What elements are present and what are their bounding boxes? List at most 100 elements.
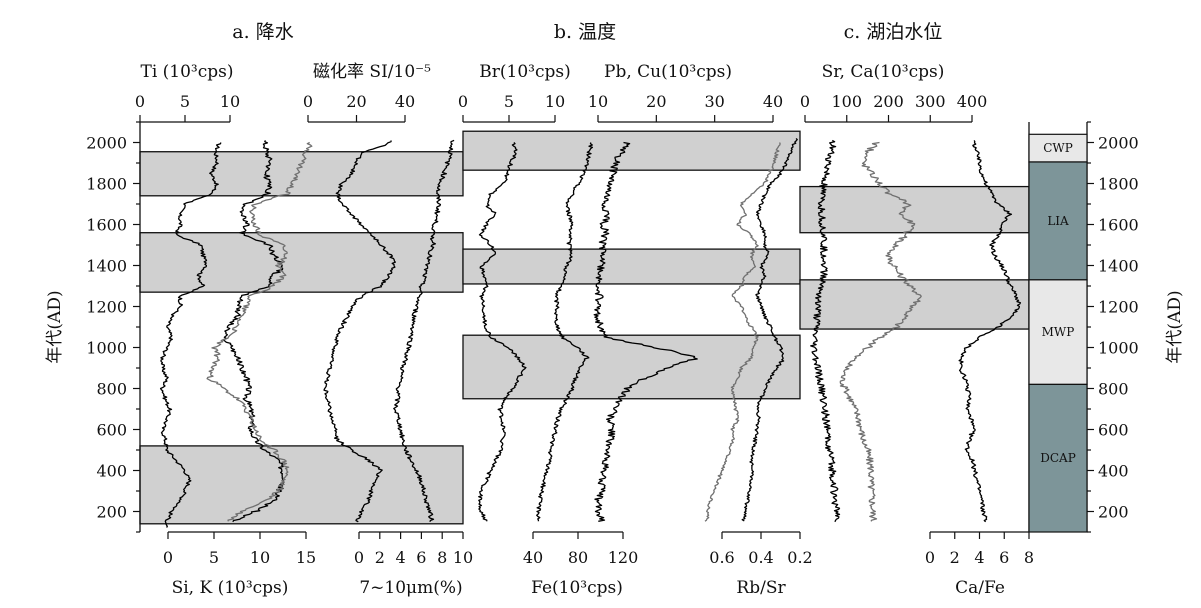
bottom-tick-label-sik: 10 bbox=[250, 548, 270, 567]
shaded-intervals bbox=[139, 130, 1030, 525]
y-tick-label-right: 1000 bbox=[1098, 339, 1139, 358]
period-block-cwp bbox=[1028, 133, 1088, 163]
y-tick-label-left: 800 bbox=[96, 380, 127, 399]
y-tick-label-left: 2000 bbox=[86, 134, 127, 153]
series-line-srca bbox=[839, 141, 922, 522]
top-tick-label-br: 0 bbox=[458, 92, 468, 111]
series-line-br bbox=[478, 142, 527, 522]
top-tick-label-pbcu: 20 bbox=[646, 92, 666, 111]
bottom-tick-label-cafe: 8 bbox=[1024, 548, 1034, 567]
top-tick-label-srca: 400 bbox=[957, 92, 988, 111]
top-axis-title-br: Br(10³cps) bbox=[479, 62, 570, 82]
y-tick-label-left: 1800 bbox=[86, 175, 127, 194]
series-line-ti bbox=[159, 142, 222, 528]
bottom-axis-title-sik: Si, K (10³cps) bbox=[172, 578, 289, 598]
top-tick-label-pbcu: 30 bbox=[704, 92, 724, 111]
bottom-axis-title-grain: 7~10μm(%) bbox=[359, 578, 462, 598]
bottom-tick-label-grain: 4 bbox=[396, 548, 406, 567]
labels: 年代(AD) 年代(AD) Ti (10³cps) 磁化率 SI/10⁻⁵ Br(10³… bbox=[45, 21, 1185, 598]
y-tick-label-right: 1600 bbox=[1098, 216, 1139, 235]
period-label-mwp: MWP bbox=[1042, 325, 1075, 339]
bottom-tick-label-sik: 5 bbox=[209, 548, 219, 567]
series-line-grain bbox=[393, 139, 455, 523]
y-tick-label-left: 200 bbox=[96, 503, 127, 522]
top-tick-label-pbcu: 10 bbox=[588, 92, 608, 111]
panel-title-c: c. 湖泊水位 bbox=[844, 21, 943, 43]
period-label-cwp: CWP bbox=[1043, 141, 1073, 155]
top-tick-label-ms: 0 bbox=[303, 92, 313, 111]
y-tick-label-right: 1800 bbox=[1098, 175, 1139, 194]
series-line-ms bbox=[323, 140, 396, 523]
top-tick-label-ms: 20 bbox=[346, 92, 366, 111]
y-tick-label-right: 600 bbox=[1098, 421, 1129, 440]
bottom-tick-label-fe: 120 bbox=[608, 548, 639, 567]
shaded-interval-b bbox=[462, 334, 801, 400]
bottom-tick-label-rbsr: 0.4 bbox=[748, 548, 773, 567]
series-line-pbcu bbox=[593, 141, 698, 522]
shaded-interval-c bbox=[799, 185, 1030, 234]
y-tick-label-right: 1200 bbox=[1098, 298, 1139, 317]
top-axis-title-ti: Ti (10³cps) bbox=[140, 62, 233, 82]
y-tick-label-right: 1400 bbox=[1098, 257, 1139, 276]
top-tick-label-srca: 0 bbox=[800, 92, 810, 111]
top-tick-label-br: 10 bbox=[545, 92, 565, 111]
y-tick-label-left: 1000 bbox=[86, 339, 127, 358]
top-axis-title-pbcu: Pb, Cu(10³cps) bbox=[604, 62, 732, 82]
top-tick-label-ms: 40 bbox=[395, 92, 415, 111]
series-line-sik bbox=[222, 140, 285, 523]
top-tick-label-srca: 300 bbox=[915, 92, 946, 111]
top-tick-label-srca: 100 bbox=[831, 92, 862, 111]
shaded-interval-a bbox=[139, 151, 464, 197]
top-tick-label-ti: 0 bbox=[135, 92, 145, 111]
series-line-rbsr bbox=[704, 142, 781, 522]
top-axis-title-srca: Sr, Ca(10³cps) bbox=[822, 62, 945, 82]
bottom-tick-label-grain: 0 bbox=[354, 548, 364, 567]
bottom-tick-label-cafe: 0 bbox=[925, 548, 935, 567]
y-tick-label-right: 200 bbox=[1098, 503, 1129, 522]
period-label-dcap: DCAP bbox=[1040, 451, 1076, 465]
panel-title-b: b. 温度 bbox=[554, 21, 616, 43]
shaded-interval-b bbox=[462, 130, 801, 171]
bottom-tick-label-cafe: 4 bbox=[974, 548, 984, 567]
series-line-srca bbox=[810, 139, 841, 523]
series-line-rbsr bbox=[741, 137, 798, 522]
series-line-cafe bbox=[958, 140, 1022, 523]
y-axis-title-left: 年代(AD) bbox=[45, 290, 65, 363]
bottom-tick-label-cafe: 6 bbox=[999, 548, 1009, 567]
y-tick-label-right: 400 bbox=[1098, 462, 1129, 481]
bottom-tick-label-rbsr: 0.6 bbox=[709, 548, 734, 567]
period-block-mwp bbox=[1028, 279, 1088, 386]
y-tick-label-left: 1400 bbox=[86, 257, 127, 276]
series-lines bbox=[159, 137, 1022, 528]
bottom-tick-label-fe: 80 bbox=[568, 548, 588, 567]
y-tick-label-left: 400 bbox=[96, 462, 127, 481]
bottom-axis-title-fe: Fe(10³cps) bbox=[531, 578, 623, 598]
bottom-tick-label-sik: 15 bbox=[296, 548, 316, 567]
y-tick-label-left: 600 bbox=[96, 421, 127, 440]
bottom-tick-label-fe: 40 bbox=[523, 548, 543, 567]
bottom-axis-title-cafe: Ca/Fe bbox=[955, 578, 1005, 598]
panel-title-a: a. 降水 bbox=[232, 21, 293, 43]
top-axis-title-ms: 磁化率 SI/10⁻⁵ bbox=[313, 62, 431, 82]
series-line-fe bbox=[536, 142, 594, 522]
bottom-tick-label-sik: 0 bbox=[163, 548, 173, 567]
y-tick-label-right: 2000 bbox=[1098, 134, 1139, 153]
series-line-sik bbox=[206, 141, 313, 522]
bottom-tick-label-rbsr: 0.2 bbox=[787, 548, 812, 567]
shaded-interval-a bbox=[139, 232, 464, 293]
bottom-tick-label-grain: 2 bbox=[375, 548, 385, 567]
period-label-lia: LIA bbox=[1047, 214, 1069, 228]
bottom-tick-label-grain: 8 bbox=[437, 548, 447, 567]
bottom-tick-label-grain: 6 bbox=[416, 548, 426, 567]
shaded-interval-b bbox=[462, 248, 801, 285]
bottom-tick-label-cafe: 2 bbox=[950, 548, 960, 567]
top-tick-label-br: 5 bbox=[504, 92, 514, 111]
top-tick-label-pbcu: 40 bbox=[763, 92, 783, 111]
climate-period-bar: CWP LIA MWP DCAP bbox=[1028, 133, 1088, 533]
top-tick-label-ti: 10 bbox=[220, 92, 240, 111]
bottom-tick-label-grain: 10 bbox=[453, 548, 473, 567]
y-axis-title-right: 年代(AD) bbox=[1165, 290, 1185, 363]
y-tick-label-left: 1200 bbox=[86, 298, 127, 317]
